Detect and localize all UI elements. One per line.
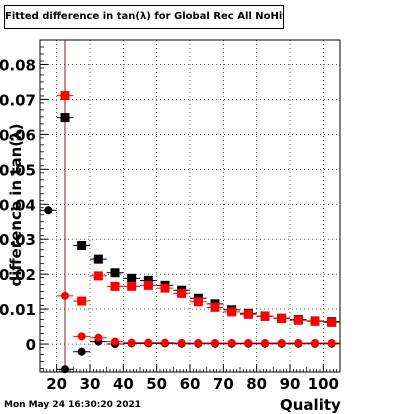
data-point-circle [177, 338, 186, 347]
data-point-square [193, 297, 203, 307]
x-axis-label: Quality [280, 396, 341, 414]
x-tick-label: 20 [46, 375, 67, 393]
data-point-square [210, 302, 220, 312]
data-point-circle [94, 333, 103, 342]
x-tick-label: 30 [80, 375, 101, 393]
x-tick-label: 50 [146, 375, 167, 393]
data-point-square [177, 288, 187, 298]
data-markers [40, 91, 340, 374]
data-point-circle [227, 338, 236, 347]
y-tick-label: 0.04 [0, 196, 36, 214]
data-point-square [310, 316, 320, 326]
x-tick-label: 70 [213, 375, 234, 393]
data-point-circle [294, 338, 303, 347]
tick-labels: 20 30 40 50 60 70 80 90 100 0 0.01 0.02 0.03 0.04 0.05… [0, 56, 339, 393]
data-point-square [110, 268, 120, 278]
data-point-circle [77, 347, 86, 356]
y-tick-label: 0 [26, 336, 36, 354]
x-tick-label: 60 [180, 375, 201, 393]
data-point-circle [44, 206, 53, 215]
data-point-square [227, 307, 237, 317]
data-point-circle [244, 338, 253, 347]
data-point-circle [61, 291, 69, 300]
y-tick-label: 0.01 [0, 301, 36, 319]
data-point-square [143, 275, 153, 285]
data-point-square [160, 283, 170, 293]
data-point-circle [211, 338, 219, 347]
y-tick-label: 0.07 [0, 91, 36, 109]
y-tick-label: 0.03 [0, 231, 36, 249]
data-point-circle [311, 338, 319, 347]
data-point-circle [111, 337, 119, 346]
data-point-square [127, 273, 137, 283]
axis-ticks [40, 46, 338, 372]
data-point-circle [194, 338, 203, 347]
data-point-square [243, 309, 253, 319]
y-axis-label: difference in tan(λ) [7, 124, 25, 287]
data-point-circle [127, 338, 136, 347]
data-point-circle [277, 338, 286, 347]
chart-title: Fitted difference in tan(λ) for Global R… [4, 5, 284, 29]
data-point-circle [144, 338, 153, 347]
data-point-circle [61, 365, 69, 374]
data-point-square [60, 113, 70, 123]
data-point-square [93, 271, 103, 281]
data-point-square [260, 311, 270, 321]
y-tick-label: 0.08 [0, 56, 36, 74]
data-point-circle [77, 332, 86, 341]
data-point-square [77, 240, 87, 250]
x-tick-label: 90 [280, 375, 301, 393]
timestamp: Mon May 24 16:30:20 2021 [4, 400, 142, 410]
data-point-square [77, 296, 87, 306]
data-point-square [277, 314, 287, 324]
x-tick-label: 80 [246, 375, 267, 393]
x-tick-label: 40 [113, 375, 134, 393]
data-point-square [143, 280, 153, 290]
data-point-square [293, 315, 303, 325]
data-point-square [93, 254, 103, 264]
data-point-circle [327, 338, 336, 347]
data-point-square [60, 91, 70, 101]
y-tick-label: 0.05 [0, 161, 36, 179]
data-point-square [327, 317, 337, 327]
data-point-square [110, 281, 120, 291]
x-tick-label: 100 [308, 375, 339, 393]
data-point-circle [261, 338, 269, 347]
data-point-circle [161, 338, 169, 347]
y-tick-label: 0.02 [0, 266, 36, 284]
y-tick-label: 0.06 [0, 126, 36, 144]
data-point-square [127, 281, 137, 291]
